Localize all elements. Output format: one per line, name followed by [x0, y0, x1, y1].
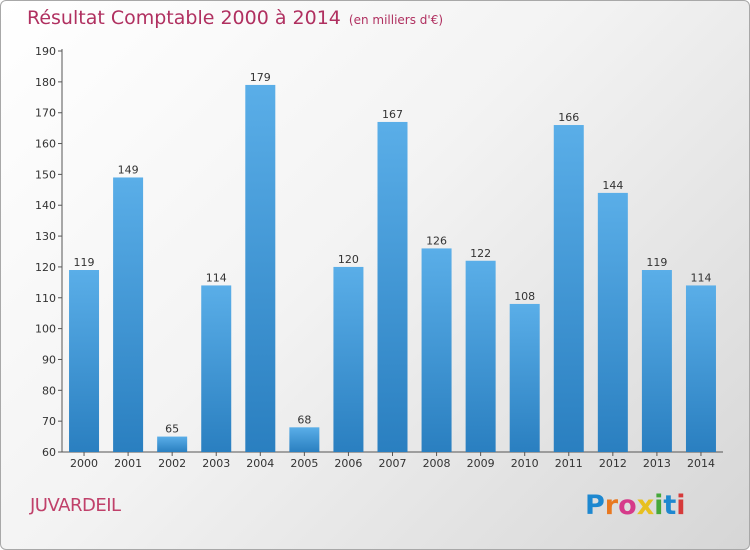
- bar-value-label: 149: [118, 163, 139, 176]
- x-tick-label: 2005: [290, 457, 318, 470]
- bar: [421, 248, 452, 452]
- bar: [377, 121, 408, 452]
- bar: [289, 427, 320, 452]
- bar-value-label: 108: [514, 290, 535, 303]
- bar: [201, 285, 232, 452]
- x-tick-label: 2013: [643, 457, 671, 470]
- bar: [157, 436, 188, 452]
- place-name: JUVARDEIL: [30, 495, 121, 516]
- bar: [333, 266, 364, 452]
- logo-letter: o: [618, 490, 637, 521]
- logo-letter: x: [636, 490, 655, 521]
- y-tick-label: 90: [42, 353, 56, 366]
- bar-value-label: 122: [470, 247, 491, 260]
- y-tick-label: 80: [42, 384, 56, 397]
- bar-value-label: 119: [74, 256, 95, 269]
- logo-letter: i: [676, 490, 686, 521]
- y-tick-label: 150: [35, 168, 56, 181]
- bar-value-label: 114: [690, 271, 711, 284]
- bar-value-label: 119: [646, 256, 667, 269]
- chart-title-text: Résultat Comptable 2000 à 2014: [27, 7, 341, 29]
- y-tick-label: 70: [42, 415, 56, 428]
- x-tick-label: 2008: [423, 457, 451, 470]
- bar-value-label: 114: [206, 271, 227, 284]
- x-tick-label: 2014: [687, 457, 715, 470]
- x-tick-label: 2003: [202, 457, 230, 470]
- y-tick-label: 110: [35, 292, 56, 305]
- x-tick-label: 2009: [467, 457, 495, 470]
- bar-value-label: 166: [558, 111, 579, 124]
- x-tick-label: 2012: [599, 457, 627, 470]
- y-tick-label: 140: [35, 199, 56, 212]
- bar: [553, 125, 584, 453]
- x-tick-label: 2004: [246, 457, 274, 470]
- x-tick-label: 2000: [70, 457, 98, 470]
- y-tick-label: 60: [42, 446, 56, 459]
- chart-title: Résultat Comptable 2000 à 2014 (en millie…: [27, 7, 443, 29]
- y-tick-label: 120: [35, 261, 56, 274]
- x-tick-label: 2007: [379, 457, 407, 470]
- x-tick-label: 2006: [334, 457, 362, 470]
- x-tick-label: 2002: [158, 457, 186, 470]
- bar: [465, 260, 496, 452]
- bar-value-label: 179: [250, 71, 271, 84]
- bar-value-label: 68: [297, 413, 311, 426]
- logo-letter: i: [654, 490, 664, 521]
- chart-subtitle: (en milliers d'€): [348, 13, 444, 27]
- logo-letter: P: [585, 490, 605, 521]
- bar: [113, 177, 144, 452]
- y-tick-label: 190: [35, 45, 56, 58]
- logo-letter: r: [604, 490, 619, 521]
- y-tick-label: 170: [35, 107, 56, 120]
- x-tick-label: 2011: [555, 457, 583, 470]
- bar: [685, 285, 716, 452]
- bar: [245, 84, 276, 452]
- logo-letter: t: [663, 490, 677, 521]
- y-tick-label: 180: [35, 76, 56, 89]
- proxiti-logo[interactable]: Proxiti: [585, 490, 686, 521]
- bar-value-label: 65: [165, 423, 179, 436]
- y-tick-label: 100: [35, 323, 56, 336]
- bar-value-label: 144: [602, 179, 623, 192]
- bar: [597, 192, 628, 452]
- bar: [509, 303, 540, 452]
- y-tick-label: 160: [35, 138, 56, 151]
- bar: [641, 270, 672, 452]
- bar-value-label: 167: [382, 108, 403, 121]
- y-tick-label: 130: [35, 230, 56, 243]
- bar-value-label: 126: [426, 234, 447, 247]
- bar: [69, 270, 100, 452]
- bar-value-label: 120: [338, 253, 359, 266]
- x-tick-label: 2001: [114, 457, 142, 470]
- x-tick-label: 2010: [511, 457, 539, 470]
